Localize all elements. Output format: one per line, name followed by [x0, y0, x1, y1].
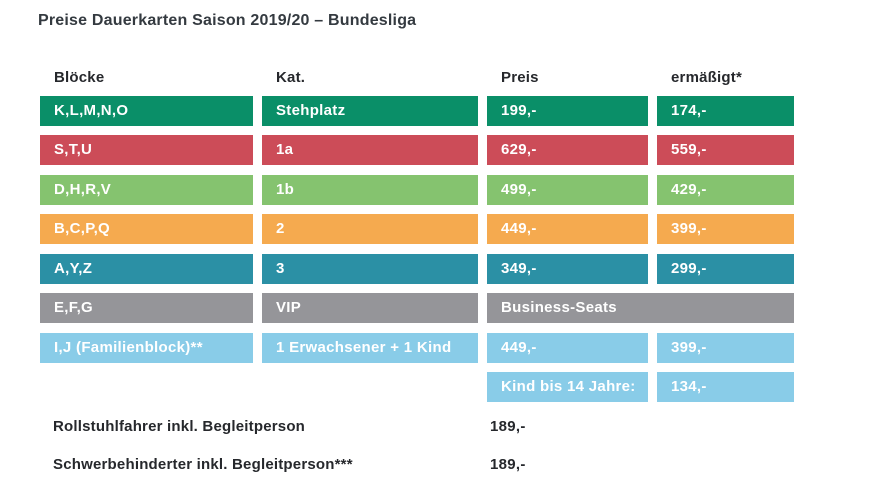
cell-ermaessigt: 174,- [657, 95, 794, 126]
footnote-label: Schwerbehinderter inkl. Begleitperson*** [53, 456, 353, 473]
cell-kat: 1b [262, 174, 478, 205]
table-header-row: Blöcke Kat. Preis ermäßigt* [40, 62, 794, 86]
cell-preis: 629,- [487, 135, 648, 165]
cell-bloecke: D,H,R,V [40, 174, 253, 205]
cell-business-seats: Business-Seats [487, 293, 794, 323]
cell-ermaessigt: 399,- [657, 214, 794, 244]
cell-bloecke: K,L,M,N,O [40, 95, 253, 126]
table-row: I,J (Familienblock)** 1 Erwachsener + 1 … [40, 332, 794, 363]
table-row: E,F,G VIP Business-Seats [40, 293, 794, 323]
cell-bloecke: A,Y,Z [40, 253, 253, 284]
cell-ermaessigt: 399,- [657, 332, 794, 363]
footnote-price: 189,- [490, 456, 526, 473]
column-header-kat: Kat. [276, 69, 306, 86]
column-header-ermaessigt: ermäßigt* [671, 69, 742, 86]
column-header-bloecke: Blöcke [54, 69, 105, 86]
footnote-row-rollstuhlfahrer: Rollstuhlfahrer inkl. Begleitperson 189,… [0, 418, 896, 436]
table-row: A,Y,Z 3 349,- 299,- [40, 253, 794, 284]
cell-bloecke: E,F,G [40, 293, 253, 323]
footnote-row-schwerbehinderter: Schwerbehinderter inkl. Begleitperson***… [0, 456, 896, 474]
cell-bloecke: S,T,U [40, 135, 253, 165]
cell-ermaessigt: 299,- [657, 253, 794, 284]
table-row: Kind bis 14 Jahre: 134,- [40, 372, 794, 402]
price-table: Blöcke Kat. Preis ermäßigt* K,L,M,N,O St… [40, 62, 794, 402]
cell-kat: 3 [262, 253, 478, 284]
column-header-preis: Preis [501, 69, 539, 86]
cell-kind-preis: 134,- [657, 372, 794, 402]
footnote-label: Rollstuhlfahrer inkl. Begleitperson [53, 418, 306, 435]
table-row: K,L,M,N,O Stehplatz 199,- 174,- [40, 95, 794, 126]
cell-preis: 349,- [487, 253, 648, 284]
cell-kat: VIP [262, 293, 478, 323]
cell-bloecke: B,C,P,Q [40, 214, 253, 244]
table-row: S,T,U 1a 629,- 559,- [40, 135, 794, 165]
cell-preis: 199,- [487, 95, 648, 126]
table-row: B,C,P,Q 2 449,- 399,- [40, 214, 794, 244]
cell-preis: 499,- [487, 174, 648, 205]
cell-kind-label: Kind bis 14 Jahre: [487, 372, 648, 402]
cell-preis: 449,- [487, 214, 648, 244]
cell-kat: 1 Erwachsener + 1 Kind [262, 332, 478, 363]
footnote-price: 189,- [490, 418, 526, 435]
cell-ermaessigt: 559,- [657, 135, 794, 165]
page-title: Preise Dauerkarten Saison 2019/20 – Bund… [38, 12, 417, 29]
cell-ermaessigt: 429,- [657, 174, 794, 205]
cell-kat: 1a [262, 135, 478, 165]
cell-kat: Stehplatz [262, 95, 478, 126]
cell-preis: 449,- [487, 332, 648, 363]
cell-kat: 2 [262, 214, 478, 244]
table-row: D,H,R,V 1b 499,- 429,- [40, 174, 794, 205]
cell-bloecke: I,J (Familienblock)** [40, 332, 253, 363]
